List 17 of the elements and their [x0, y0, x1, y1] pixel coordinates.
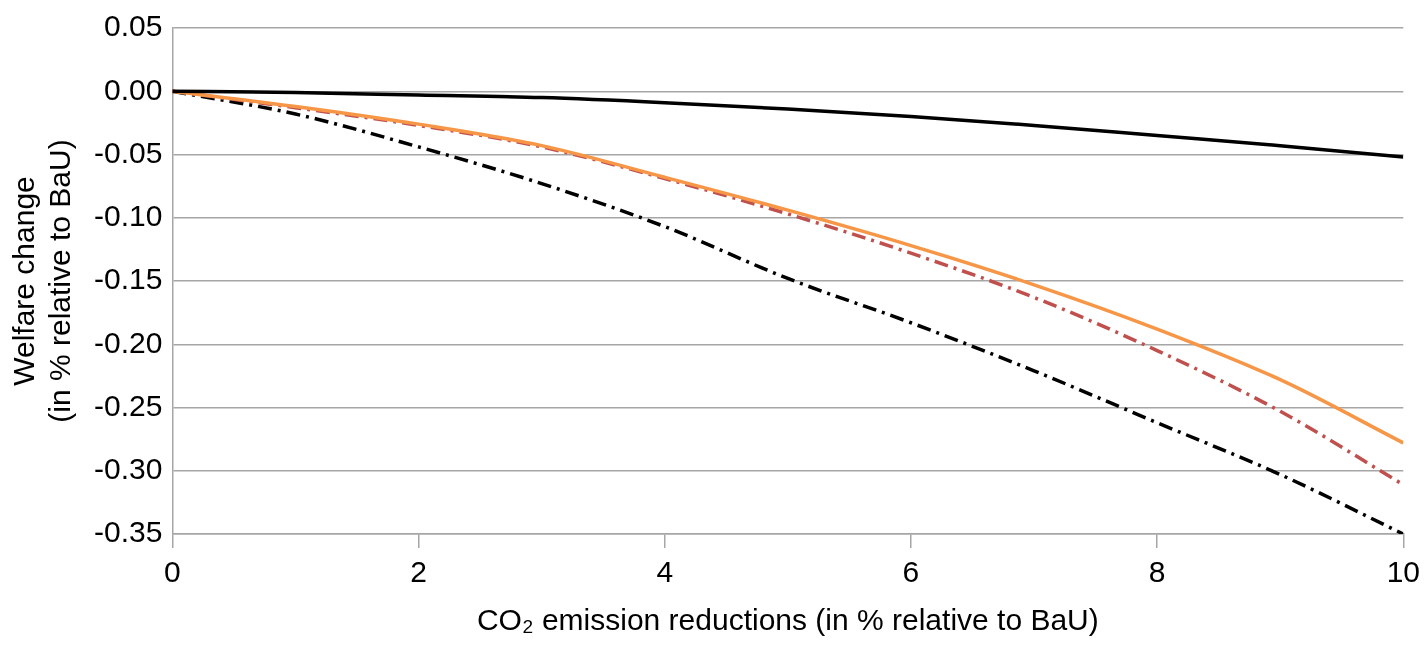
y-tick-label: -0.25	[93, 388, 163, 422]
x-tick-label: 4	[656, 555, 674, 589]
y-tick-label: 0.00	[103, 72, 163, 106]
y-tick-label: -0.20	[93, 325, 163, 359]
y-tick-label: 0.05	[103, 9, 163, 43]
x-tick-label: 10	[1386, 555, 1420, 589]
y-axis-title: Welfare change (in % relative to BaU)	[7, 139, 77, 423]
y-tick-label: -0.05	[93, 135, 163, 169]
x-tick-label: 2	[410, 555, 427, 589]
y-tick-label: -0.10	[93, 199, 163, 233]
y-tick-label: -0.30	[93, 452, 163, 486]
y-tick-label: -0.15	[93, 262, 163, 296]
x-tick-label: 6	[902, 555, 920, 589]
x-axis-title: CO₂ emission reductions (in % relative to BaU)	[476, 603, 1099, 637]
x-tick-label: 0	[164, 555, 181, 589]
x-tick-label: 8	[1148, 555, 1166, 589]
y-tick-label: -0.35	[93, 515, 163, 549]
